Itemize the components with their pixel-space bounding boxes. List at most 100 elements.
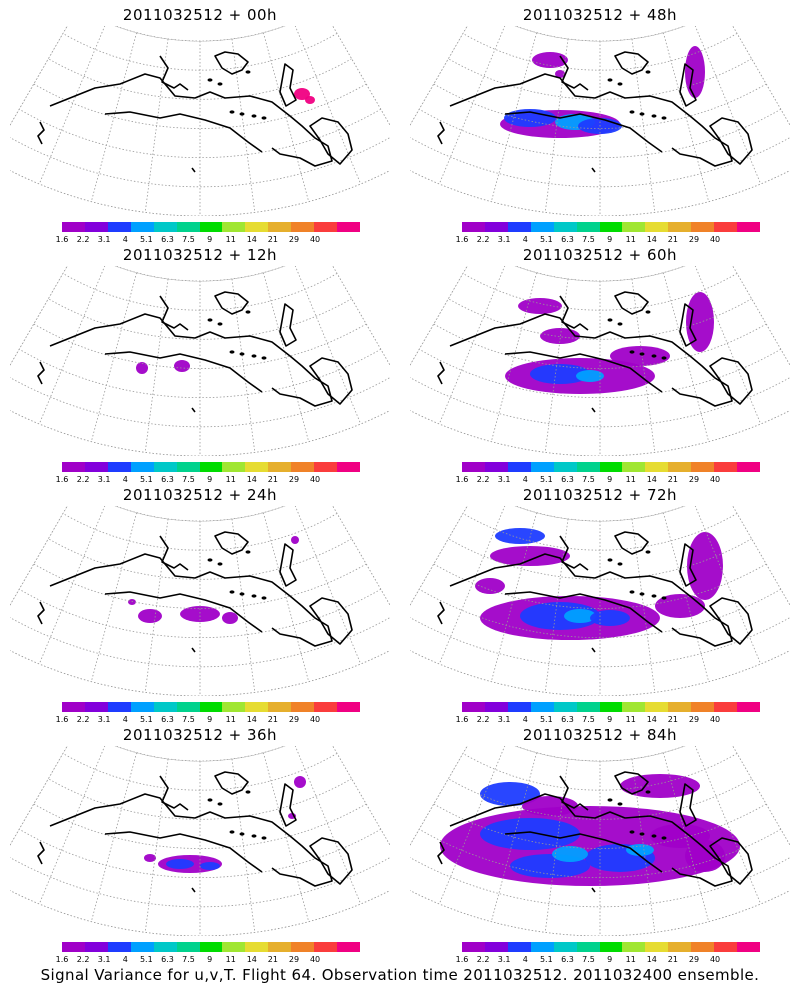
colorbar-tick-label: 14: [646, 475, 657, 484]
colorbar-swatch: [62, 702, 85, 712]
colorbar-ticks: 1.6 2.2 3.1 4 5.1 6.3 7.5 9 11 14 21 29 40: [50, 955, 380, 965]
colorbar-swatch: [668, 942, 692, 952]
colorbar-swatch: [153, 462, 177, 472]
map-boundary: [410, 266, 790, 456]
colorbar-tick-label: 5.1: [139, 235, 153, 244]
colorbar-swatch: [462, 702, 485, 712]
meridian-line: [410, 506, 478, 640]
island: [617, 82, 623, 86]
colorbar-tick-label: 29: [688, 235, 700, 244]
colorbar-tick-label: 6.3: [561, 715, 574, 724]
meridian-line: [231, 278, 256, 453]
island: [229, 350, 235, 354]
colorbar-tick-label: 2.2: [476, 955, 490, 964]
colorbar-tick-label: 6.3: [161, 955, 174, 964]
variance-region: [552, 846, 588, 862]
island: [239, 832, 245, 836]
colorbar-swatch: [130, 222, 154, 232]
map-panel: 2011032512 + 24h 1.6 2.2 3.1 4 5.1 6.3 7.5 9 11 14…: [0, 480, 400, 730]
variance-region: [475, 578, 505, 594]
variance-region: [144, 854, 156, 862]
colorbar-tick-label: 14: [246, 955, 257, 964]
variance-region: [655, 594, 705, 618]
meridian-line: [38, 746, 107, 905]
colorbar-swatch: [484, 222, 508, 232]
colorbar: [62, 702, 360, 712]
coastline: [449, 553, 733, 647]
colorbar-tick-label: 1.6: [55, 955, 69, 964]
meridian-line: [438, 746, 507, 905]
island: [251, 114, 257, 118]
meridian-line: [38, 26, 107, 185]
variance-region: [291, 536, 299, 544]
colorbar-swatch: [130, 702, 154, 712]
colorbar-tick-label: 3.1: [497, 955, 511, 964]
colorbar-tick-label: 1.6: [455, 235, 469, 244]
coastline: [191, 887, 196, 893]
colorbar-tick-label: 9: [607, 475, 613, 484]
coastline: [49, 313, 333, 407]
meridian-line: [544, 38, 569, 213]
colorbar-swatch: [291, 462, 315, 472]
island: [217, 82, 223, 86]
island: [617, 562, 623, 566]
coastline: [191, 167, 196, 173]
island: [261, 356, 267, 360]
coastline: [49, 73, 333, 167]
coastline: [449, 793, 733, 887]
meridian-line: [144, 278, 169, 453]
island: [207, 798, 213, 802]
colorbar-tick-label: 11: [625, 955, 636, 964]
colorbar-swatch: [599, 942, 623, 952]
colorbar: [62, 462, 360, 472]
latitude-line: [448, 778, 752, 820]
colorbar-ticks: 1.6 2.2 3.1 4 5.1 6.3 7.5 9 11 14 21 29 40: [50, 475, 380, 485]
polar-map: [410, 266, 790, 456]
colorbar-swatch: [62, 462, 85, 472]
colorbar-swatch: [507, 702, 531, 712]
meridian-line: [663, 512, 710, 682]
colorbar-tick-label: 3.1: [97, 715, 111, 724]
colorbar-swatch: [291, 942, 315, 952]
colorbar-swatch: [599, 462, 623, 472]
variance-region: [540, 328, 580, 344]
meridian-line: [263, 512, 310, 682]
colorbar-tick-label: 5.1: [539, 235, 553, 244]
island: [217, 322, 223, 326]
meridian-line: [10, 26, 78, 160]
polar-map: [10, 506, 390, 696]
map-panel: 2011032512 + 12h 1.6 2.2 3.1 4 5.1 6.3 7.5 9 11 14…: [0, 240, 400, 490]
meridian-line: [693, 506, 762, 665]
meridian-line: [263, 752, 310, 922]
colorbar-tick-label: 9: [607, 235, 613, 244]
colorbar-swatch: [553, 942, 577, 952]
colorbar-swatch: [337, 222, 360, 232]
colorbar-tick-label: 6.3: [561, 235, 574, 244]
map-boundary: [10, 746, 390, 936]
colorbar-tick-label: 40: [309, 475, 321, 484]
colorbar-swatch: [714, 222, 738, 232]
coastline: [191, 407, 196, 413]
map-boundary: [410, 506, 790, 696]
colorbar-tick-label: 9: [207, 715, 213, 724]
meridian-line: [293, 266, 362, 425]
island: [207, 318, 213, 322]
colorbar-swatch: [199, 462, 223, 472]
variance-region: [495, 528, 545, 544]
colorbar-tick-label: 40: [709, 715, 721, 724]
colorbar-swatch: [691, 702, 715, 712]
island: [251, 354, 257, 358]
meridian-line: [410, 26, 478, 160]
coastline: [279, 303, 297, 347]
colorbar: [462, 702, 760, 712]
variance-region: [687, 532, 723, 600]
colorbar-swatch: [530, 462, 554, 472]
coastline: [37, 841, 45, 865]
island: [661, 596, 667, 600]
island: [629, 350, 635, 354]
island: [239, 592, 245, 596]
variance-region: [294, 776, 306, 788]
coastline: [679, 63, 697, 107]
colorbar-swatch: [645, 222, 669, 232]
polar-map: [410, 746, 790, 936]
